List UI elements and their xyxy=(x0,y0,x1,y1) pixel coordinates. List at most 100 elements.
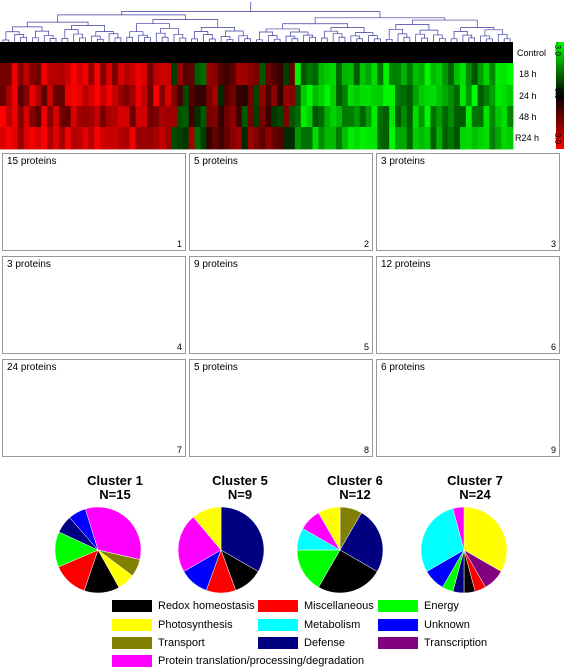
heatmap-cell xyxy=(359,106,366,129)
heatmap-cell xyxy=(100,63,107,86)
heatmap-cell xyxy=(424,85,431,108)
heatmap-cell xyxy=(106,127,113,150)
heatmap-cell xyxy=(442,63,449,86)
heatmap-cell xyxy=(100,85,107,108)
heatmap-cell xyxy=(501,106,508,129)
heatmap-cell xyxy=(135,127,142,150)
heatmap-cell xyxy=(53,85,60,108)
heatmap-cell xyxy=(294,63,302,86)
dendrogram-branch xyxy=(152,19,219,28)
heatmap-cell xyxy=(23,85,30,108)
cluster-panel-2: 5 proteins 2 xyxy=(189,153,373,251)
heatmap-cell xyxy=(253,106,260,129)
heatmap-cell xyxy=(371,85,378,108)
dendrogram-branch xyxy=(350,35,361,42)
dendrogram-branch xyxy=(226,39,234,42)
heatmap-cell xyxy=(400,106,408,129)
panel-protein-count: 9 proteins xyxy=(194,259,238,270)
heatmap-cell xyxy=(336,127,343,150)
heatmap-cell xyxy=(365,63,372,86)
dendrogram-branch xyxy=(256,39,263,42)
dendrogram-branch xyxy=(354,32,374,36)
dendrogram-branch xyxy=(20,36,27,42)
heatmap-cell xyxy=(300,127,308,150)
heatmap-cell xyxy=(200,106,207,129)
heatmap-cell xyxy=(247,106,254,129)
heatmap-cell xyxy=(418,85,425,108)
dendrogram-branch xyxy=(368,35,378,42)
dendrogram-branch xyxy=(136,23,170,32)
heatmap-cell xyxy=(454,106,461,129)
heatmap-cell xyxy=(112,127,119,150)
heatmap-cell xyxy=(312,127,319,150)
row-label-18h: 18 h xyxy=(519,69,537,79)
heatmap-cell xyxy=(324,63,331,86)
cluster-panel-6: 12 proteins 6 xyxy=(376,256,560,354)
heatmap-cell xyxy=(418,127,425,150)
dendrogram xyxy=(2,2,511,42)
heatmap-cell xyxy=(389,127,396,150)
heatmap-cell xyxy=(17,63,24,86)
dendrogram-branch xyxy=(32,37,39,42)
heatmap-cell xyxy=(342,63,349,86)
heatmap-cell xyxy=(11,85,19,108)
heatmap-cell xyxy=(17,127,24,150)
pie-slice xyxy=(420,508,465,572)
heatmap-cell xyxy=(471,63,479,86)
heatmap-cell xyxy=(365,106,372,129)
heatmap-cell xyxy=(312,85,319,108)
heatmap-cell xyxy=(153,106,160,129)
heatmap-cell xyxy=(29,127,36,150)
row-label-48h: 48 h xyxy=(519,112,537,122)
heatmap-cell xyxy=(129,63,137,86)
heatmap-cell xyxy=(235,85,243,108)
dendrogram-branch xyxy=(462,34,473,42)
heatmap-cell xyxy=(112,63,119,86)
heatmap-cell xyxy=(129,127,137,150)
heatmap-cell xyxy=(218,127,225,150)
heatmap-cell xyxy=(406,85,414,108)
pie-slice xyxy=(318,506,341,551)
heatmap-cell xyxy=(418,63,425,86)
legend-item-transport: Transport xyxy=(112,637,205,649)
heatmap-cell xyxy=(312,106,319,129)
heatmap-cell xyxy=(153,127,160,150)
heatmap-cell xyxy=(271,106,278,129)
heatmap-cell xyxy=(330,127,337,150)
panel-cluster-number: 9 xyxy=(550,445,556,455)
dendrogram-branch xyxy=(259,31,274,40)
heatmap-cell xyxy=(224,106,231,129)
heatmap-cell xyxy=(182,85,190,108)
heatmap-cell xyxy=(35,85,42,108)
heatmap-cell xyxy=(294,85,302,108)
heatmap-cell xyxy=(448,106,455,129)
dendrogram-branch xyxy=(460,27,495,32)
heatmap-cell xyxy=(477,127,484,150)
panel-cluster-number: 8 xyxy=(363,445,369,455)
heatmap-cell xyxy=(212,85,219,108)
heatmap-cell xyxy=(442,85,449,108)
dendrogram-branch xyxy=(385,38,393,42)
colorbar-mid-label: 0.0 xyxy=(553,88,562,100)
heatmap-cell xyxy=(406,63,414,86)
heatmap-cell xyxy=(141,63,148,86)
heatmap-cell xyxy=(229,127,237,150)
heatmap-cell xyxy=(288,85,296,108)
cluster-panel-1: 15 proteins 1 xyxy=(2,153,186,251)
pie-slice xyxy=(177,516,222,572)
heatmap-cell xyxy=(94,127,101,150)
pie-title-7: Cluster 7 N=24 xyxy=(447,473,503,502)
heatmap-cell xyxy=(194,85,201,108)
cluster-panel-4: 3 proteins 4 xyxy=(2,256,186,354)
heatmap-cell xyxy=(383,63,390,86)
panel-protein-count: 6 proteins xyxy=(381,362,425,373)
heatmap-cell xyxy=(23,63,30,86)
heatmap-cell xyxy=(182,63,190,86)
dendrogram-branch xyxy=(450,38,458,42)
dendrogram-branch xyxy=(200,26,235,32)
heatmap-cell xyxy=(112,85,119,108)
heatmap-cell xyxy=(288,106,296,129)
heatmap-cell xyxy=(82,63,89,86)
heatmap-cell xyxy=(377,63,384,86)
heatmap-cell xyxy=(336,85,343,108)
